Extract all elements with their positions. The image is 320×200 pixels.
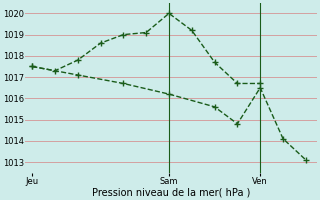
X-axis label: Pression niveau de la mer( hPa ): Pression niveau de la mer( hPa )	[92, 187, 251, 197]
